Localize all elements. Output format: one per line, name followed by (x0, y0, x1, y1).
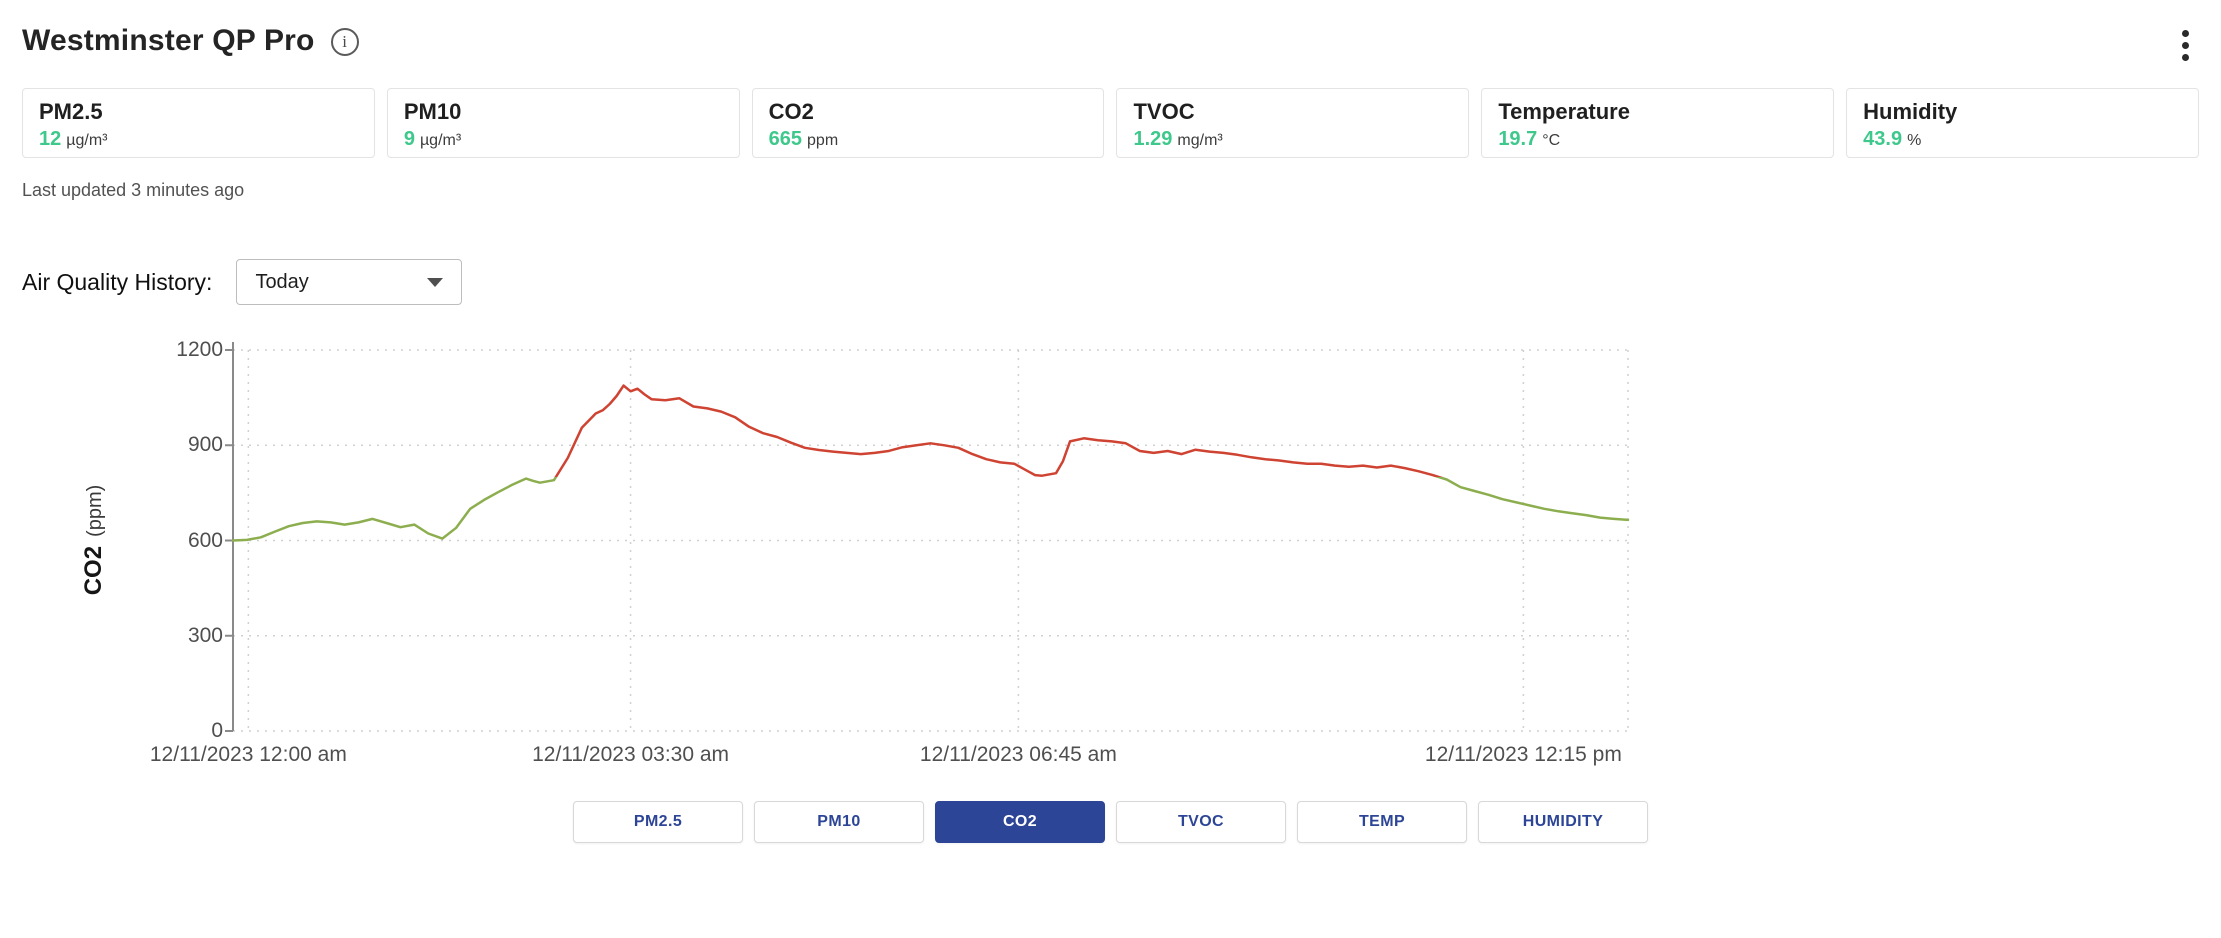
card-tvoc: TVOC 1.29 mg/m³ (1116, 88, 1470, 158)
y-axis-title: CO2 (ppm) (80, 485, 108, 596)
card-pm25: PM2.5 12 µg/m³ (22, 88, 375, 158)
card-unit: µg/m³ (419, 132, 462, 149)
card-unit: ppm (807, 132, 839, 149)
chevron-down-icon (427, 277, 444, 287)
header: Westminster QP Pro i (22, 0, 2199, 58)
x-tick-label: 12/11/2023 12:15 pm (1424, 743, 1622, 766)
co2-history-chart: CO2 (ppm) 0 300 600 900 1200 12/11/2023 12:00… (22, 335, 2199, 785)
y-tick-label: 0 (211, 719, 223, 742)
chart-plot (225, 342, 1630, 732)
card-pm10: PM10 9 µg/m³ (386, 88, 740, 158)
y-tick-label: 900 (187, 433, 223, 457)
time-range-value: Today (255, 270, 309, 293)
card-value: 43.9 (1863, 128, 1903, 150)
y-tick-label: 600 (187, 528, 223, 552)
toggle-humidity-button[interactable]: HUMIDITY (1478, 801, 1648, 843)
toggle-co2-button[interactable]: CO2 (935, 801, 1105, 843)
x-tick-label: 12/11/2023 12:00 am (149, 743, 347, 766)
card-unit: mg/m³ (1177, 132, 1223, 149)
page-title: Westminster QP Pro (22, 24, 315, 57)
metric-cards: PM2.5 12 µg/m³ PM10 9 µg/m³ CO2 665 ppm TVO… (22, 88, 2199, 158)
metric-toggle-group: PM2.5 PM10 CO2 TVOC TEMP HUMIDITY (22, 801, 2199, 843)
card-value: 19.7 (1498, 128, 1538, 150)
card-value: 1.29 (1133, 128, 1173, 150)
card-label: PM2.5 (39, 99, 103, 124)
y-tick-label: 1200 (176, 338, 223, 361)
toggle-temp-button[interactable]: TEMP (1297, 801, 1467, 843)
x-tick-label: 12/11/2023 06:45 am (919, 743, 1117, 766)
card-temperature: Temperature 19.7 °C (1481, 88, 1835, 158)
card-unit: % (1907, 132, 1922, 149)
air-quality-dashboard: Westminster QP Pro i PM2.5 12 µg/m³ PM10 … (22, 0, 2199, 843)
card-label: Temperature (1498, 99, 1630, 124)
card-label: CO2 (768, 99, 814, 124)
card-unit: °C (1542, 132, 1561, 149)
card-label: PM10 (403, 99, 462, 124)
toggle-tvoc-button[interactable]: TVOC (1116, 801, 1286, 843)
card-co2: CO2 665 ppm (751, 88, 1105, 158)
card-value: 665 (768, 128, 803, 150)
card-unit: µg/m³ (66, 132, 108, 149)
card-label: Humidity (1863, 99, 1958, 124)
kebab-menu-icon[interactable] (2178, 26, 2193, 65)
card-value: 9 (403, 128, 415, 150)
x-tick-label: 12/11/2023 03:30 am (532, 743, 730, 766)
card-humidity: Humidity 43.9% (1846, 88, 2199, 158)
last-updated-text: Last updated 3 minutes ago (22, 180, 245, 200)
toggle-pm10-button[interactable]: PM10 (754, 801, 924, 843)
info-icon[interactable]: i (330, 28, 359, 56)
y-axis-metric: CO2 (80, 545, 107, 596)
history-controls: Air Quality History: Today (22, 259, 2199, 305)
toggle-pm25-button[interactable]: PM2.5 (573, 801, 743, 843)
card-value: 12 (39, 128, 62, 150)
y-tick-label: 300 (187, 623, 223, 647)
card-label: TVOC (1133, 99, 1195, 124)
history-label: Air Quality History: (22, 268, 213, 295)
time-range-dropdown[interactable]: Today (236, 259, 463, 305)
y-axis-unit: (ppm) (84, 484, 106, 537)
